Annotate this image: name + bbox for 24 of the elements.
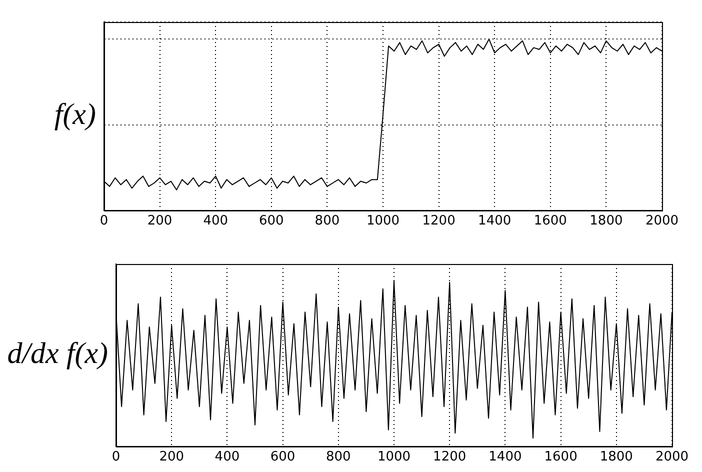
x-tick-label: 200	[147, 214, 172, 229]
x-tick-label: 800	[314, 214, 340, 229]
x-tick-label: 1600	[544, 450, 578, 465]
x-tick-label: 1400	[478, 214, 512, 229]
x-tick-label: 1200	[422, 214, 456, 229]
y-axis-title: d/dx f(x)	[7, 337, 108, 370]
x-tick-label: 800	[326, 450, 351, 465]
x-tick-label: 400	[203, 214, 228, 229]
x-tick-label: 1000	[377, 450, 411, 465]
x-tick-label: 1000	[366, 214, 400, 229]
y-axis-title: f(x)	[54, 98, 96, 132]
x-tick-label: 0	[112, 450, 120, 465]
x-tick-label: 1800	[600, 450, 633, 465]
x-tick-label: 600	[258, 214, 284, 229]
x-tick-label: 600	[270, 450, 296, 465]
x-tick-label: 400	[214, 450, 240, 465]
x-tick-label: 1200	[433, 450, 466, 465]
x-tick-label: 2000	[645, 214, 679, 229]
x-tick-label: 2000	[655, 450, 689, 465]
x-tick-label: 1600	[534, 214, 567, 229]
x-tick-label: 1400	[488, 450, 522, 465]
x-tick-label: 200	[159, 450, 184, 465]
x-tick-label: 0	[100, 214, 108, 229]
x-tick-label: 1800	[590, 214, 623, 229]
